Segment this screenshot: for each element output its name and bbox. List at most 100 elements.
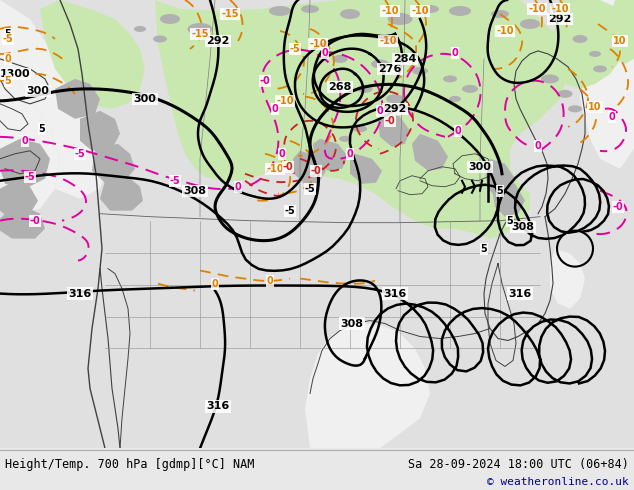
Polygon shape bbox=[313, 139, 348, 171]
Text: 308: 308 bbox=[340, 318, 363, 328]
Text: 0: 0 bbox=[321, 48, 328, 58]
Text: 0: 0 bbox=[212, 279, 218, 289]
Polygon shape bbox=[0, 139, 50, 189]
Text: Height/Temp. 700 hPa [gdmp][°C] NAM: Height/Temp. 700 hPa [gdmp][°C] NAM bbox=[5, 458, 254, 471]
Polygon shape bbox=[100, 177, 143, 211]
Text: -0: -0 bbox=[612, 202, 623, 212]
Polygon shape bbox=[155, 0, 570, 239]
Polygon shape bbox=[412, 134, 448, 171]
Text: 292: 292 bbox=[206, 36, 230, 46]
Ellipse shape bbox=[134, 26, 146, 32]
Ellipse shape bbox=[412, 67, 428, 75]
Ellipse shape bbox=[421, 5, 439, 13]
Text: 5: 5 bbox=[39, 124, 46, 134]
Polygon shape bbox=[92, 144, 135, 183]
Ellipse shape bbox=[589, 51, 601, 57]
Polygon shape bbox=[550, 0, 630, 89]
Text: 1300: 1300 bbox=[0, 69, 30, 79]
Ellipse shape bbox=[557, 90, 573, 98]
Ellipse shape bbox=[301, 5, 319, 13]
Ellipse shape bbox=[160, 14, 180, 24]
Polygon shape bbox=[0, 0, 110, 199]
Text: -0: -0 bbox=[30, 216, 41, 226]
Text: 5: 5 bbox=[507, 216, 514, 226]
Polygon shape bbox=[580, 0, 634, 169]
Text: 316: 316 bbox=[384, 289, 406, 298]
Text: -0: -0 bbox=[385, 116, 396, 126]
Polygon shape bbox=[0, 207, 45, 239]
Text: 5: 5 bbox=[4, 29, 11, 39]
Text: -5: -5 bbox=[25, 172, 36, 182]
Polygon shape bbox=[80, 111, 120, 151]
Text: 10: 10 bbox=[613, 36, 627, 46]
Ellipse shape bbox=[221, 9, 239, 19]
Text: 5: 5 bbox=[481, 244, 488, 254]
Ellipse shape bbox=[339, 136, 351, 142]
Text: -5: -5 bbox=[3, 34, 13, 44]
Polygon shape bbox=[350, 154, 382, 184]
Text: Sa 28-09-2024 18:00 UTC (06+84): Sa 28-09-2024 18:00 UTC (06+84) bbox=[408, 458, 629, 471]
Text: -0: -0 bbox=[283, 162, 294, 172]
Text: -10: -10 bbox=[411, 6, 429, 16]
Polygon shape bbox=[55, 79, 100, 119]
Text: 0: 0 bbox=[267, 275, 273, 286]
Text: 316: 316 bbox=[508, 289, 532, 298]
Ellipse shape bbox=[491, 10, 509, 18]
Ellipse shape bbox=[541, 74, 559, 83]
Text: -10: -10 bbox=[309, 39, 327, 49]
Ellipse shape bbox=[153, 35, 167, 43]
Text: -15: -15 bbox=[221, 9, 239, 19]
Text: -10: -10 bbox=[528, 4, 546, 14]
Polygon shape bbox=[0, 0, 60, 214]
Text: -10: -10 bbox=[379, 36, 397, 46]
Text: 5: 5 bbox=[4, 76, 11, 86]
Text: -5: -5 bbox=[170, 176, 181, 186]
Text: 300: 300 bbox=[469, 162, 491, 172]
Text: 268: 268 bbox=[328, 82, 352, 92]
Polygon shape bbox=[305, 323, 430, 448]
Ellipse shape bbox=[269, 6, 291, 16]
Text: 292: 292 bbox=[548, 14, 572, 24]
Ellipse shape bbox=[371, 59, 389, 69]
Text: 0: 0 bbox=[4, 54, 11, 64]
Text: 0: 0 bbox=[455, 126, 462, 136]
Text: 0: 0 bbox=[278, 149, 285, 159]
Ellipse shape bbox=[573, 35, 588, 43]
Ellipse shape bbox=[332, 55, 347, 63]
Ellipse shape bbox=[593, 65, 607, 73]
Text: -5: -5 bbox=[290, 44, 301, 54]
Polygon shape bbox=[0, 181, 38, 219]
Text: -5: -5 bbox=[75, 149, 86, 159]
Text: 300: 300 bbox=[134, 94, 157, 104]
Polygon shape bbox=[293, 151, 326, 185]
Text: 0: 0 bbox=[609, 112, 616, 122]
Text: 0: 0 bbox=[271, 104, 278, 114]
Text: -10: -10 bbox=[496, 26, 514, 36]
Text: -10: -10 bbox=[551, 4, 569, 14]
Text: 300: 300 bbox=[27, 86, 49, 96]
Polygon shape bbox=[610, 0, 634, 64]
Text: 0: 0 bbox=[347, 149, 353, 159]
Text: 284: 284 bbox=[393, 54, 417, 64]
Ellipse shape bbox=[353, 125, 367, 132]
Ellipse shape bbox=[386, 95, 404, 103]
Text: © weatheronline.co.uk: © weatheronline.co.uk bbox=[488, 477, 629, 487]
Text: 0: 0 bbox=[22, 136, 29, 146]
Text: -0: -0 bbox=[260, 76, 270, 86]
Text: 308: 308 bbox=[183, 186, 207, 196]
Ellipse shape bbox=[520, 19, 540, 29]
Text: 276: 276 bbox=[378, 64, 402, 74]
Text: -0: -0 bbox=[311, 166, 321, 176]
Ellipse shape bbox=[443, 75, 457, 82]
Text: 316: 316 bbox=[68, 289, 92, 298]
Ellipse shape bbox=[449, 96, 461, 102]
Text: 0: 0 bbox=[377, 106, 384, 116]
Text: 316: 316 bbox=[207, 401, 230, 412]
Polygon shape bbox=[40, 0, 145, 109]
Ellipse shape bbox=[387, 13, 413, 25]
Ellipse shape bbox=[462, 85, 478, 93]
Ellipse shape bbox=[323, 147, 337, 155]
Ellipse shape bbox=[188, 23, 212, 35]
Polygon shape bbox=[492, 179, 525, 217]
Text: -10: -10 bbox=[276, 96, 294, 106]
